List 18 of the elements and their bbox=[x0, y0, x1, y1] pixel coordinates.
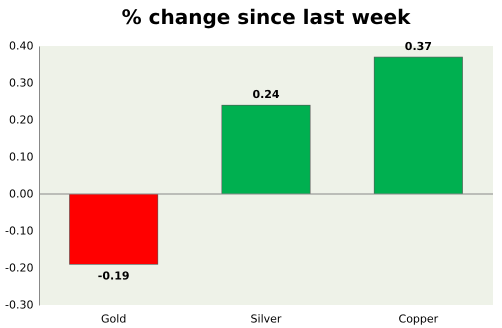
x-tick-label: Gold bbox=[101, 312, 126, 326]
data-label: 0.37 bbox=[404, 40, 432, 54]
y-tick-label: 0.40 bbox=[9, 40, 34, 52]
y-tick-label: 0.20 bbox=[9, 114, 34, 126]
bar bbox=[222, 104, 310, 194]
data-label: 0.24 bbox=[252, 88, 280, 102]
x-tick-label: Silver bbox=[250, 312, 282, 326]
x-tick-label: Copper bbox=[398, 312, 439, 326]
y-tick-label: 0.30 bbox=[9, 76, 34, 90]
y-tick-label: -0.20 bbox=[5, 262, 34, 274]
y-tick-label: -0.30 bbox=[5, 298, 34, 312]
y-tick-label: -0.10 bbox=[5, 224, 34, 238]
data-label: -0.19 bbox=[98, 269, 130, 282]
bar bbox=[374, 56, 463, 194]
y-tick-label: 0.10 bbox=[9, 150, 34, 164]
bar bbox=[69, 194, 158, 265]
chart-title: % change since last week bbox=[122, 5, 412, 29]
y-tick-label: 0.00 bbox=[9, 188, 34, 200]
